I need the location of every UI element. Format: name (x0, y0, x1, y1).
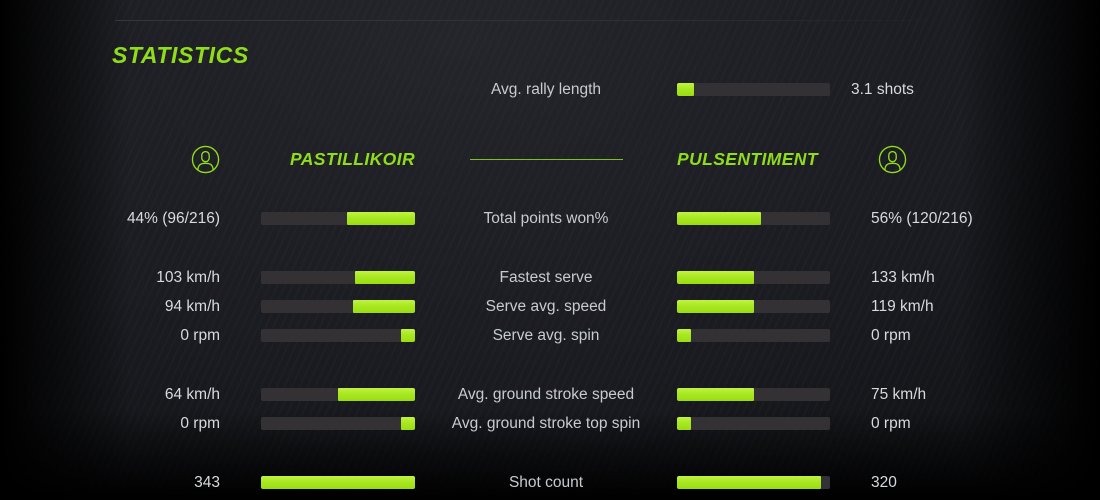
right-player-avatar (851, 145, 1100, 174)
left-player-stat-value: 343 (194, 473, 220, 491)
left-player-stat-bar (261, 212, 415, 225)
left-player-stat-bar (261, 476, 415, 489)
left-player-stat-bar (261, 417, 415, 430)
right-player-stat-bar-fill (677, 417, 691, 430)
left-player-avatar (110, 145, 220, 174)
left-player-name: PASTILLIKOIR (289, 148, 415, 169)
left-player-stat-value: 94 km/h (164, 297, 220, 315)
left-player-stat-bar-fill (354, 271, 415, 284)
stat-rows: 44% (96/216) Total points won% 56% (120/… (0, 204, 1100, 497)
stat-label: Avg. ground stroke speed (457, 385, 635, 403)
stat-row: 44% (96/216) Total points won% 56% (120/… (0, 204, 1100, 233)
left-player-stat-bar-fill (261, 476, 415, 489)
person-in-circle-icon (191, 145, 220, 173)
right-player-stat-bar (677, 329, 830, 342)
right-player-stat-value: 56% (120/216) (871, 209, 973, 227)
stat-label: Total points won% (483, 209, 609, 227)
stat-row: 94 km/h Serve avg. speed 119 km/h (0, 292, 1100, 321)
right-player-stat-value: 0 rpm (871, 326, 911, 344)
right-player-stat-value: 119 km/h (871, 297, 934, 315)
right-player-stat-value: 75 km/h (871, 385, 927, 403)
left-player-stat-bar-fill (401, 329, 415, 342)
left-player-stat-bar (261, 300, 415, 313)
right-player-stat-value: 320 (871, 473, 897, 491)
right-player-stat-bar-fill (677, 476, 821, 489)
right-player-stat-bar-fill (677, 388, 754, 401)
right-player-stat-value: 133 km/h (871, 268, 935, 286)
right-player-stat-bar (677, 417, 830, 430)
left-player-stat-bar-fill (401, 417, 415, 430)
rally-length-bar (677, 83, 830, 96)
rally-length-value: 3.1 shots (851, 80, 914, 98)
right-player-stat-bar-fill (677, 271, 754, 284)
left-player-stat-value: 103 km/h (156, 268, 220, 286)
left-player-stat-value: 0 rpm (180, 326, 220, 344)
stat-label: Fastest serve (499, 268, 593, 286)
right-player-stat-bar (677, 476, 830, 489)
stat-label: Avg. ground stroke top spin (451, 414, 641, 432)
right-player-stat-bar (677, 300, 830, 313)
right-player-stat-bar-fill (677, 212, 762, 225)
stat-label: Serve avg. spin (492, 326, 600, 344)
left-player-stat-bar (261, 271, 415, 284)
stat-row: 103 km/h Fastest serve 133 km/h (0, 263, 1100, 292)
right-player-stat-bar-fill (677, 300, 754, 313)
left-player-stat-bar-fill (338, 388, 415, 401)
person-in-circle-icon (878, 145, 907, 173)
rally-length-label: Avg. rally length (491, 80, 601, 98)
right-player-name: PULSENTIMENT (677, 148, 818, 169)
left-player-stat-bar (261, 388, 415, 401)
players-center-divider (469, 158, 623, 160)
left-player-stat-bar-fill (353, 300, 415, 313)
right-player-stat-value: 0 rpm (871, 414, 911, 432)
stat-row: 64 km/h Avg. ground stroke speed 75 km/h (0, 380, 1100, 409)
rally-length-bar-fill (677, 83, 694, 96)
stat-row: 343 Shot count 320 (0, 468, 1100, 497)
left-player-stat-value: 0 rpm (180, 414, 220, 432)
right-player-stat-bar (677, 271, 830, 284)
left-player-stat-value: 64 km/h (164, 385, 220, 403)
right-player-stat-bar (677, 212, 830, 225)
left-player-stat-bar (261, 329, 415, 342)
players-header-row: PASTILLIKOIR PULSENTIMENT (0, 143, 1100, 175)
rally-length-row: Avg. rally length 3.1 shots (0, 75, 1100, 104)
page-title: STATISTICS (112, 42, 249, 68)
stat-label: Serve avg. speed (485, 297, 607, 315)
stat-label: Shot count (508, 473, 584, 491)
top-divider (115, 20, 960, 21)
stat-row: 0 rpm Serve avg. spin 0 rpm (0, 321, 1100, 350)
right-player-stat-bar (677, 388, 830, 401)
left-player-stat-bar-fill (347, 212, 415, 225)
right-player-stat-bar-fill (677, 329, 691, 342)
left-player-stat-value: 44% (96/216) (126, 209, 220, 227)
stat-row: 0 rpm Avg. ground stroke top spin 0 rpm (0, 409, 1100, 438)
